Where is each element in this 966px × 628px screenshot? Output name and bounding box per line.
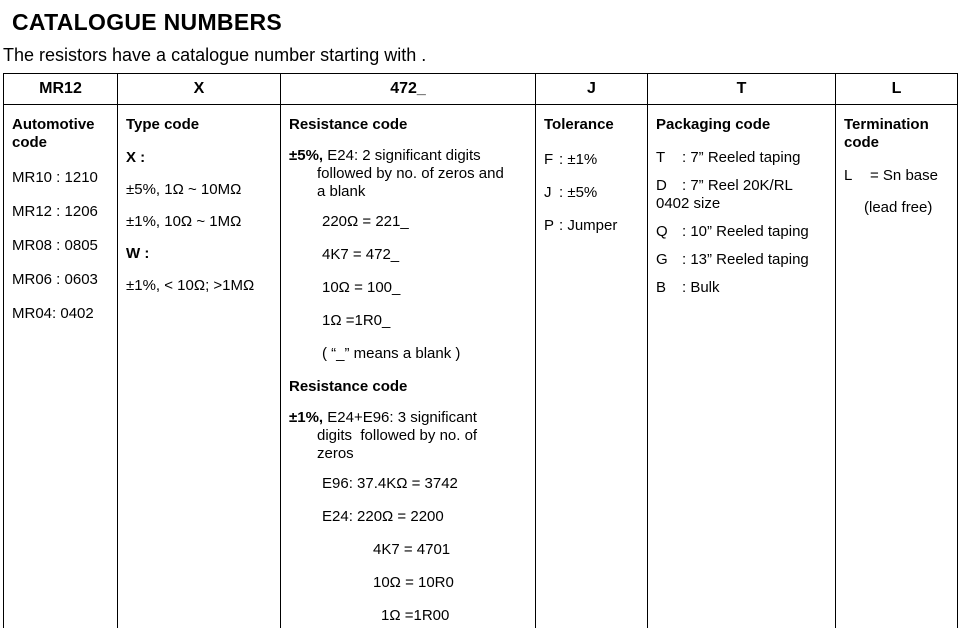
termination-item: L = Sn base [844,167,938,184]
resistance-heading-1: Resistance code [289,116,408,133]
automotive-item: MR12 : 1206 [12,203,98,220]
resistance-example: 220Ω = 221_ [322,213,409,230]
resistance-heading-2: Resistance code [289,378,408,395]
resistance-example: E24: 220Ω = 2200 [322,508,444,525]
resistance-p2-bold: ±1%, [289,409,324,426]
resistance-p1-line3: a blank [317,183,366,200]
resistance-example: 1Ω =1R00 [381,607,450,624]
packaging-item: T: 7” Reeled taping [656,149,801,166]
cell-packaging-code: Packaging code T: 7” Reeled taping D: 7”… [647,104,836,628]
cell-automotive-code: Automotive code MR10 : 1210 MR12 : 1206 … [3,104,118,628]
resistance-p2-line3: zeros [317,445,354,462]
header-cell-termination: L [835,73,958,105]
type-x-line: ±1%, 10Ω ~ 1MΩ [126,213,242,230]
header-cell-resistance: 472_ [280,73,536,105]
packaging-item: Q: 10” Reeled taping [656,223,809,240]
resistance-example: 4K7 = 472_ [322,246,400,263]
packaging-item: D: 7” Reel 20K/RL 0402 size [656,177,793,212]
resistance-example: 10Ω = 10R0 [373,574,454,591]
cell-termination-code: Termination code L = Sn base (lead free) [835,104,958,628]
header-cell-tolerance: J [535,73,648,105]
page-subtitle: The resistors have a catalogue number st… [3,45,427,65]
type-heading: Type code [126,116,200,133]
tolerance-item: F: ±1% [544,151,598,168]
resistance-p1-line2: followed by no. of zeros and [317,165,504,182]
resistance-example: 1Ω =1R0_ [322,312,391,329]
cell-type-code: Type code X : ±5%, 1Ω ~ 10MΩ ±1%, 10Ω ~ … [117,104,281,628]
resistance-paragraph-2: ±1%, E24+E96: 3 significant digits follo… [289,409,529,463]
table-body-row: Automotive code MR10 : 1210 MR12 : 1206 … [3,104,958,628]
packaging-item: G: 13” Reeled taping [656,251,809,268]
resistance-example: E96: 37.4KΩ = 3742 [322,475,458,492]
automotive-item: MR10 : 1210 [12,169,98,186]
resistance-p2-line1: ±1%, E24+E96: 3 significant [289,409,477,426]
automotive-item: MR04: 0402 [12,305,94,322]
automotive-item: MR06 : 0603 [12,271,98,288]
type-x-line: ±5%, 1Ω ~ 10MΩ [126,181,242,198]
resistance-p1-line1: ±5%, E24: 2 significant digits [289,147,481,164]
termination-heading: Termination code [844,116,929,151]
cell-resistance-code: Resistance code ±5%, E24: 2 significant … [280,104,536,628]
table-header-row: MR12 X 472_ J T L [3,73,958,105]
header-cell-automotive: MR12 [3,73,118,105]
tolerance-item: P: Jumper [544,217,618,234]
resistance-blank-note: ( “_” means a blank ) [322,345,461,362]
tolerance-heading: Tolerance [544,116,614,133]
automotive-heading: Automotive code [12,116,95,151]
cell-tolerance: Tolerance F: ±1% J: ±5% P: Jumper [535,104,648,628]
type-x-label: X : [126,149,146,166]
resistance-paragraph-1: ±5%, E24: 2 significant digits followed … [289,147,529,201]
header-cell-packaging: T [647,73,836,105]
resistance-p2-line2: digits followed by no. of [317,427,478,444]
resistance-example: 10Ω = 100_ [322,279,401,296]
page-title: CATALOGUE NUMBERS [12,9,283,35]
packaging-item: B: Bulk [656,279,720,296]
catalogue-table: MR12 X 472_ J T L Automotive code MR10 :… [3,73,958,628]
tolerance-item: J: ±5% [544,184,598,201]
termination-note: (lead free) [864,199,933,216]
type-w-line: ±1%, < 10Ω; >1MΩ [126,277,255,294]
header-cell-type: X [117,73,281,105]
type-w-label: W : [126,245,150,262]
resistance-example: 4K7 = 4701 [373,541,451,558]
resistance-p1-bold: ±5%, [289,147,324,164]
packaging-heading: Packaging code [656,116,771,133]
automotive-item: MR08 : 0805 [12,237,98,254]
